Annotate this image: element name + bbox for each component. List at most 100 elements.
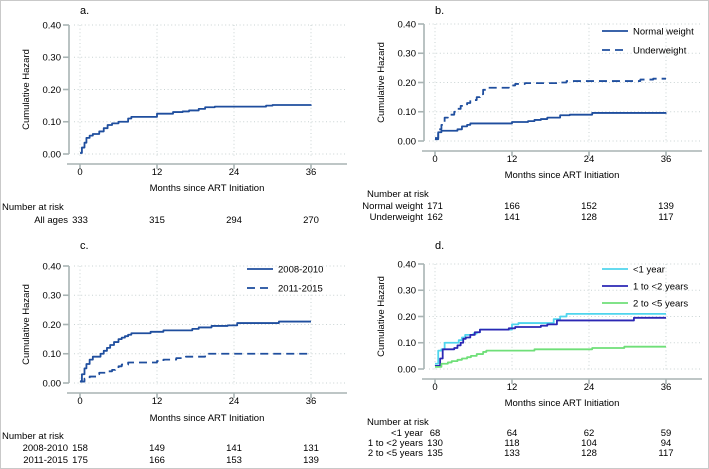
panel-b: 0.00 0.10 0.20 0.30 0.40 0 12 24 36 Cumulative Ha… (356, 1, 708, 235)
y-tick-label: 0.30 (43, 291, 62, 302)
panel-label: b. (435, 5, 444, 17)
x-tick-label: 0 (77, 167, 82, 178)
y-tick-label: 0.30 (43, 53, 62, 64)
y-tick-label: 0.00 (43, 149, 62, 160)
legend-label: 2011-2015 (278, 283, 323, 294)
risk-value: 68 (430, 428, 441, 439)
risk-row-label: Normal weight (362, 201, 423, 212)
risk-value: 117 (658, 448, 673, 459)
risk-value: 62 (584, 428, 595, 439)
y-tick-label: 0.30 (398, 286, 417, 297)
risk-row-label: 2 to <5 years (368, 448, 423, 459)
risk-value: 128 (581, 212, 597, 223)
legend-label: Normal weight (633, 26, 694, 37)
risk-value: 158 (72, 443, 88, 454)
risk-value: 94 (661, 438, 672, 449)
y-axis-title: Cumulative Hazard (376, 42, 387, 123)
x-tick-label: 36 (661, 382, 672, 393)
y-tick-label: 0.40 (398, 19, 417, 30)
x-axis-title: Months since ART Initiation (505, 398, 620, 409)
risk-row-label: All ages (34, 215, 68, 226)
legend-label: <1 year (633, 264, 665, 275)
hazard-plot-d: 0.00 0.10 0.20 0.30 0.40 0 12 24 36 Cumulative Ha… (367, 240, 702, 459)
risk-value: 333 (72, 215, 88, 226)
risk-value: 162 (427, 212, 443, 223)
risk-value: 118 (504, 438, 519, 449)
x-tick-label: 12 (507, 154, 518, 165)
series-2011-2015 (80, 352, 312, 383)
y-tick-label: 0.10 (43, 117, 62, 128)
risk-value: 171 (427, 201, 443, 212)
series-2-to-5-years (435, 345, 666, 368)
legend-label: 2008-2010 (278, 264, 323, 275)
number-at-risk-title: Number at risk (2, 431, 64, 442)
risk-value: 270 (303, 215, 319, 226)
y-tick-label: 0.10 (398, 338, 417, 349)
y-tick-label: 0.10 (43, 349, 62, 360)
y-tick-label: 0.20 (43, 85, 62, 96)
series--1-year (435, 312, 666, 365)
y-tick-label: 0.20 (43, 320, 62, 331)
risk-value: 315 (149, 215, 165, 226)
panel-d: 0.00 0.10 0.20 0.30 0.40 0 12 24 36 Cumulative Ha… (356, 236, 708, 468)
x-tick-label: 36 (661, 154, 672, 165)
x-tick-label: 24 (229, 396, 240, 407)
series-1-to-2-years (435, 316, 666, 367)
y-tick-label: 0.20 (398, 78, 417, 89)
x-tick-label: 0 (77, 396, 82, 407)
x-tick-label: 24 (229, 167, 240, 178)
risk-value: 153 (226, 455, 242, 466)
risk-value: 175 (72, 455, 88, 466)
x-axis-title: Months since ART Initiation (150, 413, 265, 424)
legend-label: Underweight (633, 45, 687, 56)
panel-label: c. (80, 240, 89, 252)
y-axis-title: Cumulative Hazard (21, 49, 32, 130)
risk-value: 139 (303, 455, 319, 466)
x-axis-title: Months since ART Initiation (150, 183, 265, 194)
panel-label: a. (80, 5, 89, 17)
series-2008-2010 (80, 320, 311, 383)
risk-value: 133 (504, 448, 520, 459)
x-tick-label: 12 (152, 167, 163, 178)
x-tick-label: 0 (432, 154, 437, 165)
panel-label: d. (435, 240, 444, 252)
hazard-plot-a: 0.00 0.10 0.20 0.30 0.40 0 12 24 36 Cumulative Ha… (2, 5, 347, 226)
risk-value: 117 (658, 212, 673, 223)
risk-value: 139 (658, 201, 674, 212)
x-tick-label: 0 (432, 382, 437, 393)
risk-value: 135 (427, 448, 443, 459)
x-tick-label: 36 (306, 396, 317, 407)
risk-value: 104 (581, 438, 597, 449)
risk-value: 128 (581, 448, 597, 459)
risk-value: 131 (303, 443, 319, 454)
x-tick-label: 36 (306, 167, 317, 178)
number-at-risk-title: Number at risk (367, 189, 429, 200)
x-tick-label: 24 (584, 382, 595, 393)
series-underweight (435, 77, 666, 139)
risk-value: 130 (427, 438, 443, 449)
number-at-risk-title: Number at risk (367, 417, 429, 428)
risk-value: 59 (661, 428, 672, 439)
risk-value: 149 (149, 443, 165, 454)
risk-value: 152 (581, 201, 597, 212)
risk-row-label: Underweight (370, 212, 424, 223)
series-all-ages (80, 104, 312, 154)
x-tick-label: 12 (152, 396, 163, 407)
y-tick-label: 0.00 (43, 378, 62, 389)
series-normal-weight (435, 112, 667, 141)
risk-value: 141 (504, 212, 520, 223)
x-tick-label: 12 (507, 382, 518, 393)
panel-c: 0.00 0.10 0.20 0.30 0.40 0 12 24 36 Cumulative Ha… (1, 236, 355, 468)
risk-value: 64 (507, 428, 518, 439)
legend-label: 1 to <2 years (633, 281, 688, 292)
y-tick-label: 0.30 (398, 49, 417, 60)
risk-value: 294 (226, 215, 242, 226)
y-tick-label: 0.00 (398, 364, 417, 375)
hazard-plot-c: 0.00 0.10 0.20 0.30 0.40 0 12 24 36 Cumulative Ha… (2, 240, 347, 466)
risk-value: 141 (226, 443, 242, 454)
risk-value: 166 (504, 201, 520, 212)
risk-value: 166 (149, 455, 165, 466)
number-at-risk-title: Number at risk (2, 202, 64, 213)
y-tick-label: 0.20 (398, 312, 417, 323)
